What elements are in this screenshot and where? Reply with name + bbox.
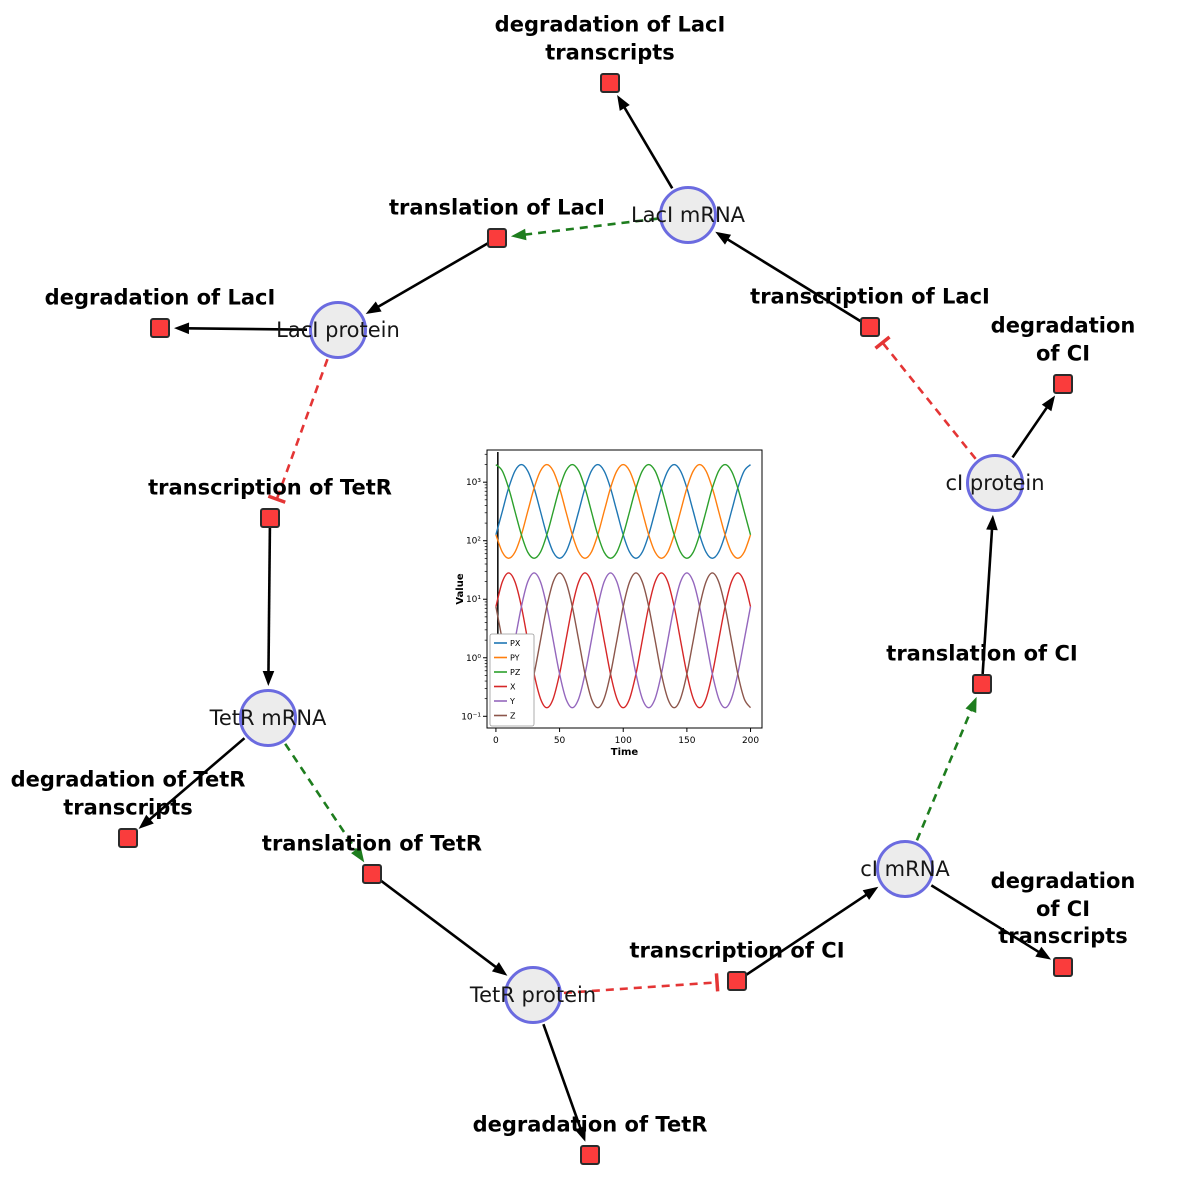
reaction-label-degradation-of-tetr-transcripts: degradation of TetR transcripts xyxy=(10,767,246,820)
reaction-label-degradation-of-tetr: degradation of TetR xyxy=(472,1112,708,1137)
svg-text:10³: 10³ xyxy=(466,478,481,488)
simulation-plot: 0 50 100 150 200 10⁻¹ 10⁰ 10¹ 10² 10³ Time Value PX P… xyxy=(455,449,763,758)
edge-inhibitor xyxy=(881,341,977,460)
svg-text:PY: PY xyxy=(510,654,520,663)
arrowhead-icon xyxy=(715,231,732,245)
edge-product xyxy=(375,241,489,310)
series-line-py xyxy=(495,463,752,560)
species-node-laci-protein: LacI protein xyxy=(276,301,400,359)
reaction-node-translation-of-ci xyxy=(972,674,992,694)
species-node-ci-mrna: cI mRNA xyxy=(860,840,950,898)
arrowhead-icon xyxy=(262,670,275,687)
svg-text:200: 200 xyxy=(742,736,759,746)
series-line-pz xyxy=(495,463,752,560)
inhibition-bar-icon xyxy=(714,973,720,992)
reaction-label-translation-of-tetr: translation of TetR xyxy=(261,831,483,856)
reaction-node-translation-of-tetr xyxy=(362,864,382,884)
svg-text:Value: Value xyxy=(455,573,466,604)
species-node-tetr-protein: TetR protein xyxy=(470,966,596,1024)
series-line-z xyxy=(495,572,752,709)
svg-text:0: 0 xyxy=(493,736,499,746)
svg-text:10¹: 10¹ xyxy=(466,595,481,605)
species-node-tetr-mrna: TetR mRNA xyxy=(210,689,326,747)
svg-text:10⁰: 10⁰ xyxy=(466,654,481,664)
edge-modifier xyxy=(915,707,974,841)
reaction-node-transcription-of-tetr xyxy=(260,508,280,528)
arrowhead-icon xyxy=(862,886,879,900)
reaction-label-degradation-of-laci: degradation of LacI xyxy=(44,285,276,310)
reaction-node-transcription-of-laci xyxy=(860,317,880,337)
species-label-ci-mrna: cI mRNA xyxy=(860,857,950,881)
edge-reactant xyxy=(622,104,674,189)
reaction-node-degradation-of-tetr xyxy=(580,1145,600,1165)
svg-text:Y: Y xyxy=(509,697,515,706)
species-label-laci-mrna: LacI mRNA xyxy=(630,203,746,227)
arrowhead-icon xyxy=(1041,395,1056,412)
reaction-label-degradation-of-ci: degradation of CI xyxy=(990,313,1136,366)
reaction-node-translation-of-laci xyxy=(487,228,507,248)
series-line-x xyxy=(495,572,752,709)
svg-text:10⁻¹: 10⁻¹ xyxy=(461,712,481,722)
arrowhead-icon xyxy=(491,962,508,976)
svg-text:50: 50 xyxy=(554,736,566,746)
reaction-label-degradation-of-laci-transcripts: degradation of LacI transcripts xyxy=(494,12,726,65)
species-label-laci-protein: LacI protein xyxy=(276,318,400,342)
reaction-node-degradation-of-laci xyxy=(150,318,170,338)
reaction-label-degradation-of-ci-transcripts: degradation of CI transcripts xyxy=(990,868,1136,949)
species-node-ci-protein: cI protein xyxy=(945,454,1045,512)
reaction-label-translation-of-ci: translation of CI xyxy=(886,641,1078,666)
svg-text:100: 100 xyxy=(615,736,632,746)
simulation-plot-inset: 0 50 100 150 200 10⁻¹ 10⁰ 10¹ 10² 10³ Time Value PX P… xyxy=(452,440,768,762)
reaction-node-degradation-of-ci-transcripts xyxy=(1053,957,1073,977)
svg-text:150: 150 xyxy=(678,736,695,746)
edge-reactant xyxy=(1011,404,1050,459)
arrowhead-icon xyxy=(365,301,382,314)
species-label-tetr-protein: TetR protein xyxy=(469,983,597,1007)
reaction-label-translation-of-laci: translation of LacI xyxy=(389,195,605,220)
arrowhead-icon xyxy=(617,95,630,111)
svg-text:X: X xyxy=(510,683,516,692)
arrowhead-icon xyxy=(510,228,527,241)
svg-text:PZ: PZ xyxy=(510,668,521,677)
reaction-node-degradation-of-tetr-transcripts xyxy=(118,828,138,848)
arrowhead-icon xyxy=(173,322,190,335)
edge-product xyxy=(267,527,272,675)
arrowhead-icon xyxy=(986,514,998,531)
inhibition-bar-icon xyxy=(874,335,891,350)
reaction-node-degradation-of-ci xyxy=(1053,374,1073,394)
edge-product xyxy=(379,878,499,970)
svg-text:Z: Z xyxy=(510,712,516,721)
species-label-ci-protein: cI protein xyxy=(945,471,1045,495)
reaction-node-transcription-of-ci xyxy=(727,971,747,991)
reaction-label-transcription-of-laci: transcription of LacI xyxy=(750,284,990,309)
species-label-tetr-mrna: TetR mRNA xyxy=(209,706,327,730)
svg-text:PX: PX xyxy=(510,639,521,648)
reaction-node-degradation-of-laci-transcripts xyxy=(600,73,620,93)
species-node-laci-mrna: LacI mRNA xyxy=(631,186,745,244)
svg-text:Time: Time xyxy=(611,747,639,758)
reaction-label-transcription-of-ci: transcription of CI xyxy=(629,938,845,963)
arrowhead-icon xyxy=(965,696,977,714)
reaction-label-transcription-of-tetr: transcription of TetR xyxy=(148,475,392,500)
svg-text:10²: 10² xyxy=(466,537,481,547)
series-line-px xyxy=(495,463,752,560)
